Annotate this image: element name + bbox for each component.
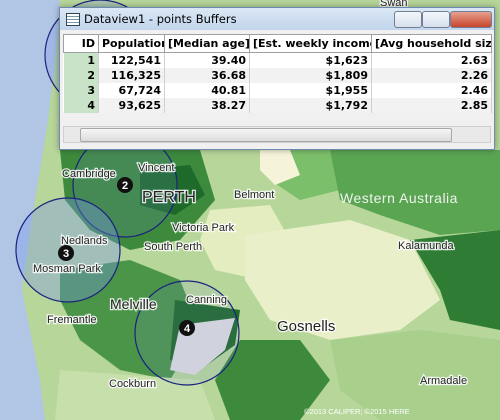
table-cell: 67,724 [98, 83, 165, 98]
column-header: [Median age] [164, 34, 250, 53]
map-label: Victoria Park [172, 222, 235, 234]
area [140, 165, 205, 215]
map-label: Cockburn [109, 378, 156, 390]
copyright: ©2013 CALIPER; ©2015 HERE [304, 407, 410, 416]
title-bar[interactable]: Dataview1 - points Buffers [60, 8, 494, 30]
area [215, 340, 330, 420]
table-cell: 4 [63, 98, 99, 113]
table-cell: 39.40 [164, 52, 250, 68]
area [330, 330, 500, 420]
column-header: ID [63, 34, 99, 53]
map-label: Cambridge [62, 168, 116, 180]
map-label: Fremantle [47, 314, 97, 326]
marker [58, 245, 74, 261]
table-cell: $1,809 [249, 68, 372, 83]
column-header: [Est. weekly income] [249, 34, 372, 53]
map-label: Melville [110, 296, 157, 312]
marker-label: 2 [122, 180, 128, 192]
table-cell: 2.26 [371, 68, 492, 83]
area [60, 260, 200, 380]
table-row: 4 93,625 38.27 $1,792 2.85 [63, 98, 492, 113]
map-label: PERTH [142, 189, 196, 206]
close-button[interactable] [450, 11, 492, 28]
table-cell: 36.68 [164, 68, 250, 83]
area [330, 150, 500, 235]
window-icon [66, 13, 80, 26]
maximize-button[interactable] [422, 11, 450, 28]
area [260, 150, 300, 185]
sea [0, 0, 60, 420]
map-label: Vincent [138, 162, 175, 174]
marker-label: 4 [184, 323, 191, 335]
area [245, 220, 440, 340]
table-row: 2 116,325 36.68 $1,809 2.26 [63, 68, 492, 83]
marker [117, 177, 133, 193]
table-cell: 40.81 [164, 83, 250, 98]
marker-label: 3 [63, 248, 69, 260]
marker [179, 320, 195, 336]
table-cell: 93,625 [98, 98, 165, 113]
table-cell: $1,792 [249, 98, 372, 113]
scroll-thumb[interactable] [80, 128, 452, 142]
table-cell: 2 [63, 68, 99, 83]
header-row: ID Population [Median age] [Est. weekly inc… [63, 34, 492, 53]
table-cell: 2.85 [371, 98, 492, 113]
dataview-window[interactable]: Dataview1 - points Buffers ID Population[… [59, 7, 495, 150]
area [55, 370, 215, 420]
map-label: Belmont [234, 189, 274, 201]
table-cell: $1,955 [249, 83, 372, 98]
column-header: Population [98, 34, 165, 53]
data-table: ID Population [Median age] [Est. weekly inc… [63, 34, 492, 113]
table-cell: 2.46 [371, 83, 492, 98]
table-cell: 3 [63, 83, 99, 98]
table-cell: 2.63 [371, 52, 492, 68]
table-cell: 1 [63, 52, 99, 68]
map-label: Kalamunda [398, 240, 455, 252]
horizontal-scrollbar[interactable] [63, 126, 491, 143]
area [410, 230, 500, 330]
map-label: South Perth [144, 241, 202, 253]
minimize-button[interactable] [394, 11, 422, 28]
table-cell: $1,623 [249, 52, 372, 68]
table-cell: 116,325 [98, 68, 165, 83]
table-cell: 38.27 [164, 98, 250, 113]
map-label: Canning [186, 294, 227, 306]
map-label: Western Australia [340, 190, 458, 206]
map-label: Gosnells [277, 318, 335, 335]
map-label: Nedlands [61, 235, 108, 247]
table-row: 3 67,724 40.81 $1,955 2.46 [63, 83, 492, 98]
window-title: Dataview1 - points Buffers [84, 12, 237, 26]
map-label: Swan [380, 0, 408, 9]
map-label: Mosman Park [33, 263, 101, 275]
table-row: 1 122,541 39.40 $1,623 2.63 [63, 52, 492, 68]
map-label: Armadale [420, 375, 467, 387]
column-header: [Avg household size] [371, 34, 492, 53]
table-cell: 122,541 [98, 52, 165, 68]
